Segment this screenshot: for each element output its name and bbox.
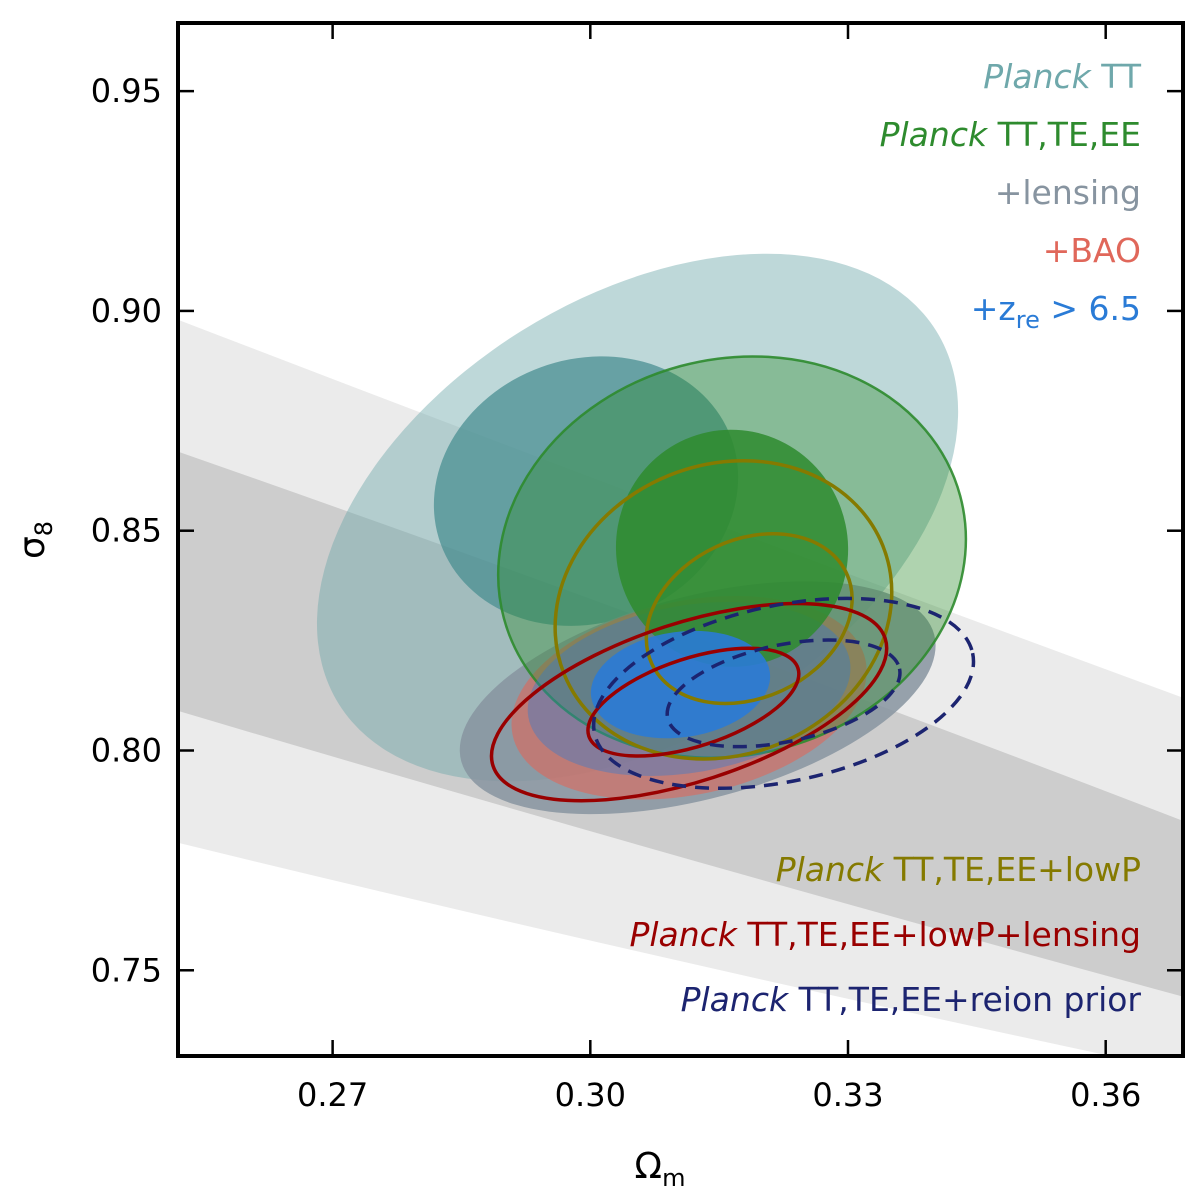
y-tick-label: 0.90 xyxy=(91,292,162,330)
legend-bottom-item-0: Planck TT,TE,EE+lowP xyxy=(776,850,1141,889)
y-axis-ticks: 0.75 0.80 0.85 0.90 0.95 xyxy=(91,72,1183,989)
lowp-68-contour xyxy=(644,532,854,706)
lowp-lensing-68-contour xyxy=(586,646,801,758)
legend-bottom: Planck TT,TE,EE+lowP Planck TT,TE,EE+lowP… xyxy=(629,850,1141,1019)
legend-top: Planck TT Planck TT,TE,EE +lensing +BAO +zre… xyxy=(880,57,1142,334)
legend-top-item-1: Planck TT,TE,EE xyxy=(880,115,1141,154)
legend-top-item-2: +lensing xyxy=(995,173,1141,212)
planck-tttee-68-contour xyxy=(615,429,849,667)
y-tick-label: 0.95 xyxy=(91,72,162,110)
legend-bottom-item-2: Planck TT,TE,EE+reion prior xyxy=(681,980,1142,1019)
legend-top-item-0: Planck TT xyxy=(983,57,1142,96)
plot-frame xyxy=(176,21,1185,1058)
x-tick-label: 0.36 xyxy=(1070,1076,1141,1114)
x-tick-label: 0.30 xyxy=(555,1076,626,1114)
legend-top-item-4: +zre > 6.5 xyxy=(971,289,1141,334)
x-tick-label: 0.27 xyxy=(297,1076,368,1114)
x-tick-label: 0.33 xyxy=(812,1076,883,1114)
y-tick-label: 0.75 xyxy=(91,951,162,989)
x-axis-title: Ωm xyxy=(635,1146,686,1192)
x-axis-ticks: 0.27 0.30 0.33 0.36 xyxy=(297,23,1141,1114)
legend-top-item-3: +BAO xyxy=(1043,231,1141,270)
y-tick-label: 0.80 xyxy=(91,731,162,769)
y-axis-title: σ8 xyxy=(12,521,58,559)
contour-regions xyxy=(316,253,976,815)
lowp-lensing-95-contour xyxy=(489,601,889,803)
y-tick-label: 0.85 xyxy=(91,512,162,550)
zre-68-contour xyxy=(590,630,771,739)
legend-bottom-item-1: Planck TT,TE,EE+lowP+lensing xyxy=(629,915,1141,954)
